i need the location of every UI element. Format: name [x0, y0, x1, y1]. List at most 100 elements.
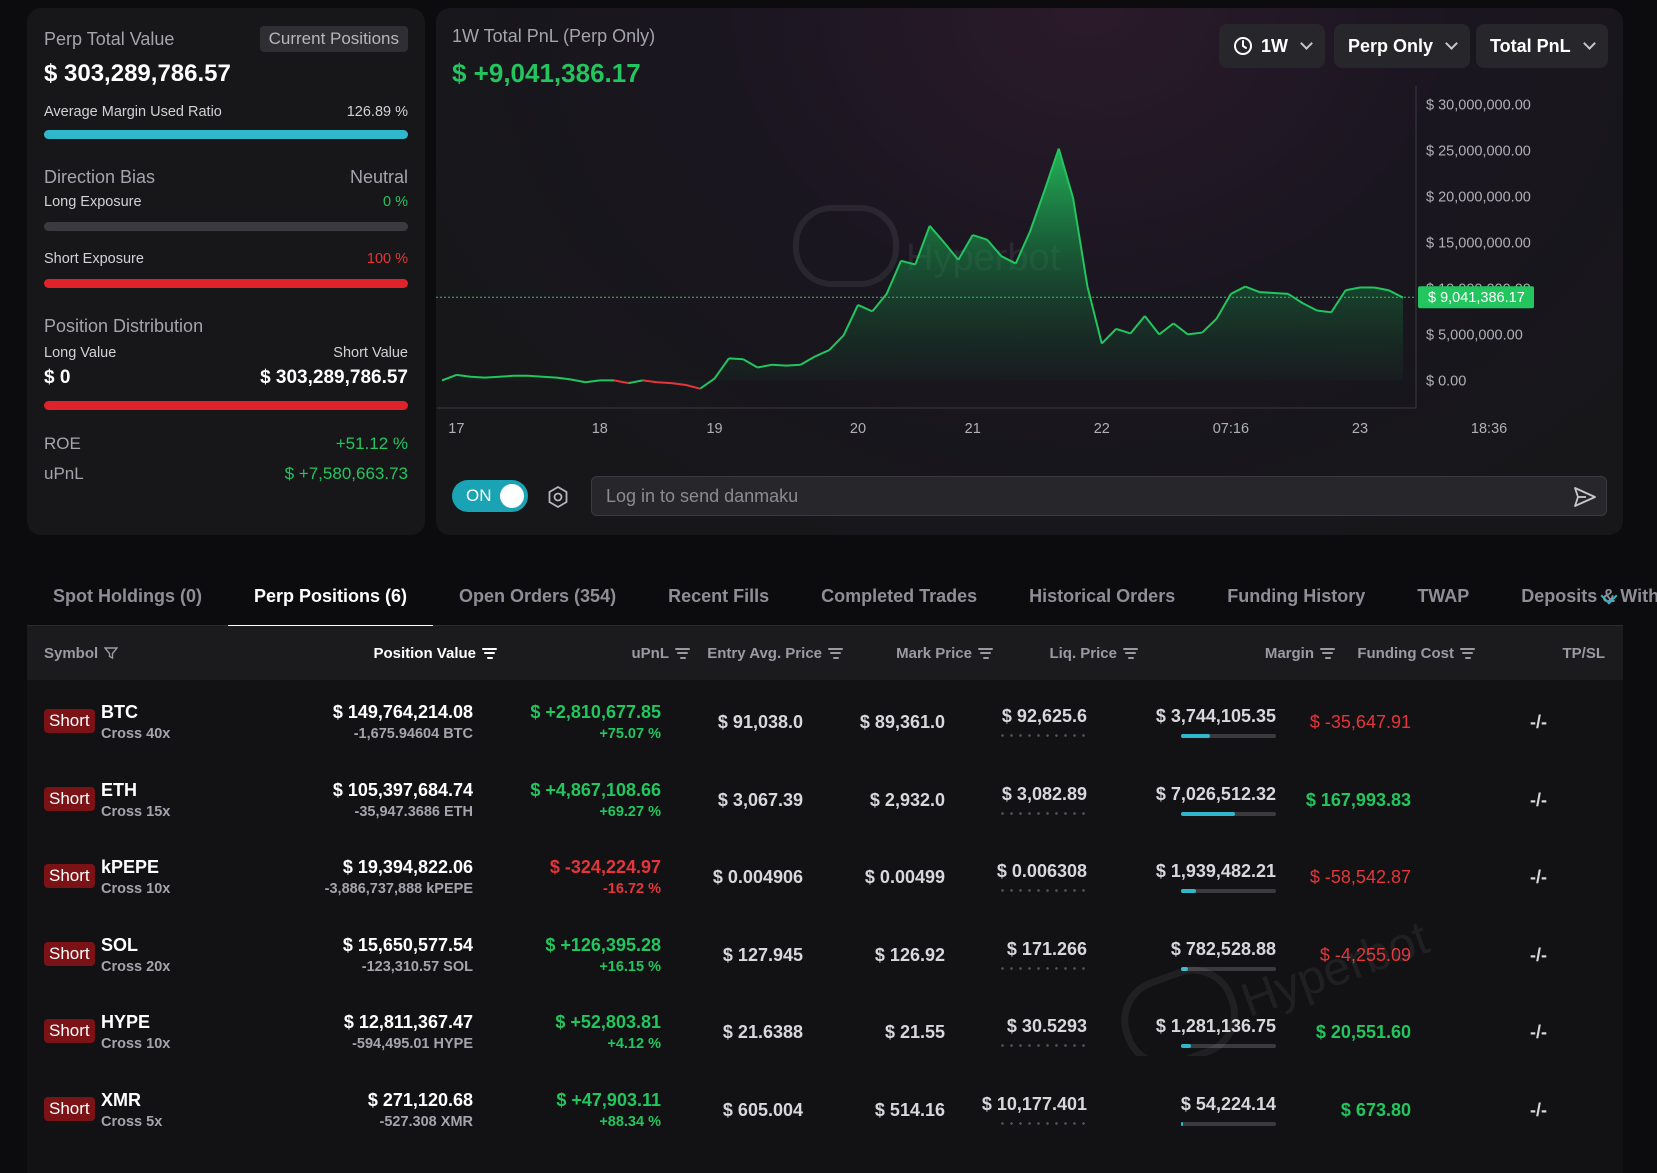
col-funding-cost[interactable]: Funding Cost — [1357, 626, 1475, 680]
tab-8[interactable]: Deposits & Withd — [1521, 586, 1657, 606]
col-position-value-label: Position Value — [373, 644, 476, 662]
current-positions-button[interactable]: Current Positions — [259, 26, 408, 52]
upnl-value: $ +7,580,663.73 — [284, 464, 408, 483]
upnl-percent: +88.34 % — [599, 1113, 661, 1130]
side-badge: Short — [44, 1096, 95, 1121]
margin-value: $ 1,939,482.21 — [1155, 861, 1276, 881]
send-icon[interactable] — [1572, 484, 1598, 510]
side-badge: Short — [44, 1019, 95, 1043]
tab-5[interactable]: Historical Orders — [1029, 586, 1176, 606]
metric-dropdown[interactable]: Total PnL — [1476, 24, 1608, 68]
roe-value: +51.12 % — [335, 434, 408, 453]
col-entry-price[interactable]: Entry Avg. Price — [707, 626, 843, 680]
current-value-badge-bg — [1418, 286, 1534, 309]
tpsl-value[interactable]: -/- — [1530, 1022, 1547, 1042]
funding-cost: $ -4,255.09 — [1319, 944, 1411, 965]
col-tpsl-label: TP/SL — [1562, 644, 1605, 662]
entry-price: $ 605.004 — [722, 1099, 803, 1120]
time-range-dropdown[interactable]: 1W — [1219, 24, 1325, 68]
x-tick-label: 22 — [1094, 421, 1110, 437]
sort-icon — [828, 647, 843, 659]
scope-value: Perp Only — [1348, 35, 1434, 56]
symbol-name[interactable]: HYPE — [101, 1012, 151, 1032]
tab-3[interactable]: Recent Fills — [668, 586, 770, 606]
funding-cost: $ -35,647.91 — [1309, 712, 1411, 732]
tpsl-value[interactable]: -/- — [1530, 944, 1547, 965]
tpsl-value[interactable]: -/- — [1530, 712, 1547, 732]
liq-price: $ 30.5293 — [1006, 1016, 1087, 1036]
table-row[interactable]: Short XMR Cross 5x $ 271,120.68 -527.308… — [27, 1070, 1623, 1152]
margin-bar-fill — [1181, 1121, 1183, 1126]
margin-value: $ 3,744,105.35 — [1155, 706, 1276, 726]
avg-margin-bar — [44, 130, 408, 139]
symbol-name[interactable]: SOL — [101, 934, 139, 955]
metric-value: Total PnL — [1490, 35, 1571, 56]
table-row[interactable]: Short HYPE Cross 10x $ 12,811,367.47 -59… — [27, 992, 1623, 1074]
entry-price: $ 127.945 — [722, 944, 803, 965]
mark-price: $ 514.16 — [874, 1099, 945, 1120]
x-tick-label: 21 — [965, 421, 981, 437]
danmaku-input[interactable]: Log in to send danmaku — [591, 476, 1607, 516]
col-liq-price[interactable]: Liq. Price — [1049, 626, 1138, 680]
danmaku-toggle[interactable]: ON — [452, 480, 528, 512]
danmaku-settings-icon[interactable] — [546, 485, 570, 509]
sort-icon — [978, 647, 993, 659]
symbol-name[interactable]: kPEPE — [101, 857, 160, 877]
direction-bias-label: Direction Bias — [44, 167, 156, 187]
table-row[interactable]: Short BTC Cross 40x $ 149,764,214.08 -1,… — [27, 682, 1623, 764]
entry-price: $ 0.004906 — [712, 867, 803, 887]
upnl-value: $ +2,810,677.85 — [530, 702, 661, 722]
symbol-name[interactable]: ETH — [101, 779, 137, 800]
pnl-line-negative — [613, 379, 701, 390]
tpsl-value[interactable]: -/- — [1530, 789, 1547, 810]
tab-0[interactable]: Spot Holdings (0) — [53, 586, 202, 606]
sort-icon — [1320, 647, 1335, 659]
clock-icon — [1234, 37, 1252, 55]
y-tick-label: $ 5,000,000.00 — [1426, 327, 1523, 343]
short-value: $ 303,289,786.57 — [260, 367, 408, 388]
mark-price: $ 2,932.0 — [869, 789, 945, 810]
pnl-area — [442, 148, 1403, 389]
margin-bar — [1181, 889, 1276, 893]
liq-distance-indicator — [998, 1121, 1087, 1125]
col-position-value[interactable]: Position Value — [373, 626, 497, 680]
long-value: $ 0 — [44, 367, 71, 388]
leverage: Cross 15x — [101, 803, 171, 820]
tab-7[interactable]: TWAP — [1417, 586, 1470, 606]
liq-price: $ 10,177.401 — [981, 1093, 1087, 1114]
table-row[interactable]: Short SOL Cross 20x $ 15,650,577.54 -123… — [27, 915, 1623, 997]
margin-value: $ 7,026,512.32 — [1155, 783, 1276, 804]
col-liq-label: Liq. Price — [1049, 644, 1117, 662]
short-exposure-value: 100 % — [366, 251, 408, 267]
margin-value: $ 782,528.88 — [1170, 938, 1276, 959]
tab-4[interactable]: Completed Trades — [821, 586, 978, 606]
tab-6[interactable]: Funding History — [1227, 586, 1366, 606]
tab-2[interactable]: Open Orders (354) — [459, 586, 617, 606]
upnl-value: $ +47,903.11 — [556, 1089, 661, 1110]
table-row[interactable]: Short ETH Cross 15x $ 105,397,684.74 -35… — [27, 760, 1623, 842]
toggle-knob — [500, 484, 524, 508]
short-exposure-label: Short Exposure — [44, 251, 144, 267]
funding-cost: $ 167,993.83 — [1305, 789, 1411, 810]
col-upnl[interactable]: uPnL — [632, 626, 690, 680]
symbol-name[interactable]: XMR — [101, 1089, 141, 1110]
filter-icon[interactable] — [104, 646, 119, 660]
x-tick-label: 18:36 — [1471, 421, 1507, 437]
scope-dropdown[interactable]: Perp Only — [1334, 24, 1471, 68]
mark-price: $ 21.55 — [884, 1022, 945, 1042]
position-value: $ 12,811,367.47 — [343, 1012, 473, 1032]
table-row[interactable]: Short kPEPE Cross 10x $ 19,394,822.06 -3… — [27, 837, 1623, 919]
position-value: $ 19,394,822.06 — [342, 857, 473, 877]
tpsl-value[interactable]: -/- — [1530, 867, 1547, 887]
tab-1[interactable]: Perp Positions (6) — [227, 568, 434, 627]
upnl-label: uPnL — [44, 464, 84, 483]
avg-margin-bar-fill — [44, 130, 408, 139]
symbol-name[interactable]: BTC — [101, 702, 138, 722]
col-symbol[interactable]: Symbol — [44, 626, 119, 680]
col-mark-price[interactable]: Mark Price — [896, 626, 993, 680]
tpsl-value[interactable]: -/- — [1530, 1099, 1547, 1120]
current-value-badge-text: $ 9,041,386.17 — [1428, 290, 1525, 306]
col-margin[interactable]: Margin — [1265, 626, 1335, 680]
summary-panel: Perp Total Value Current Positions $ 303… — [27, 8, 425, 535]
roe-label: ROE — [44, 434, 81, 453]
